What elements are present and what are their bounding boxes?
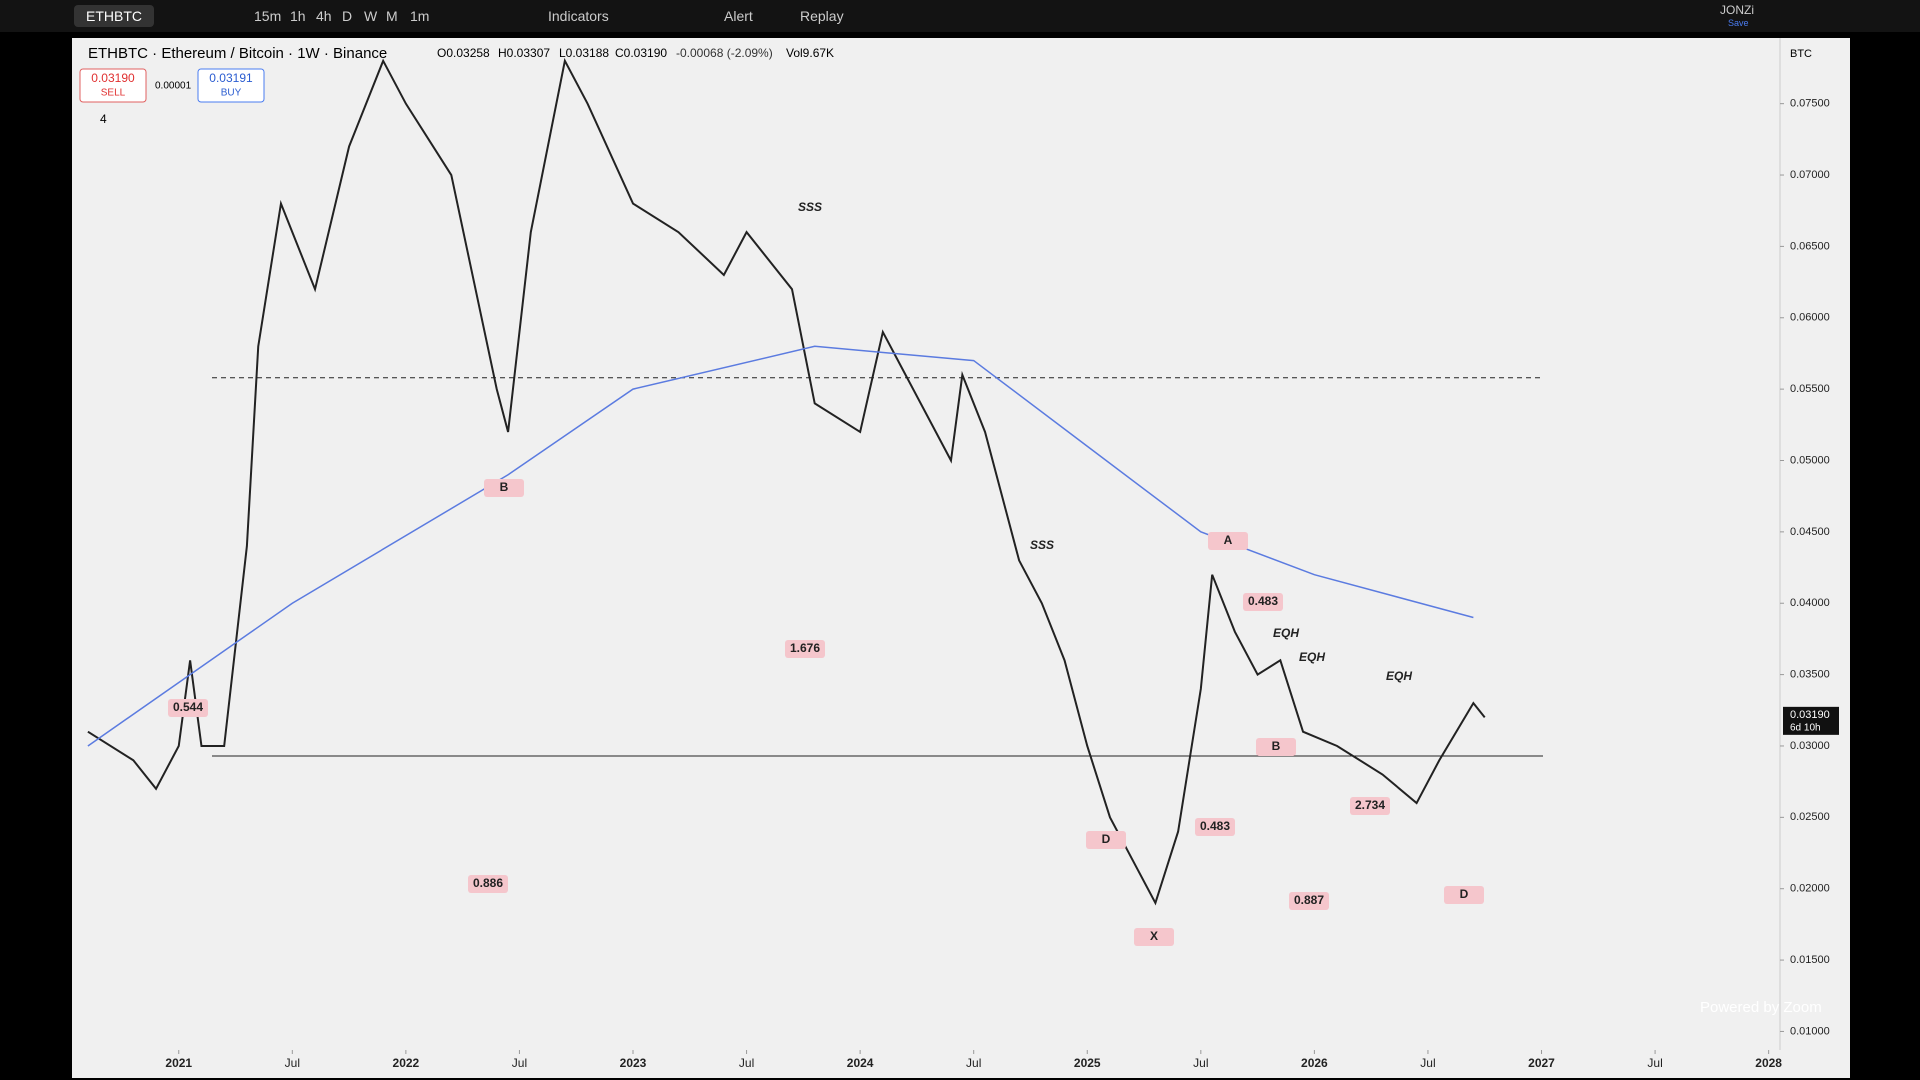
- y-tick-label: 0.04000: [1790, 597, 1830, 609]
- legend-title: ETHBTC · Ethereum / Bitcoin · 1W · Binan…: [88, 45, 387, 62]
- x-tick-label: Jul: [1647, 1056, 1662, 1070]
- last-price-box: [1783, 706, 1839, 735]
- legend-change: -0.00068 (-2.09%): [676, 46, 773, 60]
- legend-open: O0.03258: [437, 46, 490, 60]
- legend-close: C0.03190: [615, 46, 667, 60]
- sell-button[interactable]: [79, 68, 147, 103]
- replay[interactable]: Replay: [800, 8, 844, 24]
- x-tick-label: 2026: [1301, 1056, 1328, 1070]
- x-tick-label: 2021: [165, 1056, 192, 1070]
- symbol[interactable]: ETHBTC: [74, 5, 154, 27]
- annotation: SSS: [1030, 538, 1054, 552]
- y-tick-label: 0.05500: [1790, 383, 1830, 395]
- y-tick-label: 0.02000: [1790, 883, 1830, 895]
- annotation-box: [168, 699, 208, 717]
- interval[interactable]: 1h: [290, 8, 306, 24]
- buy-price[interactable]: 0.03191: [209, 71, 253, 85]
- annotation: D: [1102, 832, 1111, 846]
- annotation-box: [1256, 738, 1296, 756]
- user[interactable]: JONZi: [1720, 3, 1754, 17]
- annotation: 1.676: [790, 641, 820, 655]
- buy-button[interactable]: [197, 68, 265, 103]
- annotation-box: [484, 479, 524, 497]
- annotation-box: [1134, 928, 1174, 946]
- price-line: [87, 57, 1486, 906]
- annotation: B: [500, 480, 509, 494]
- buy-label[interactable]: BUY: [221, 88, 242, 99]
- watermark: Powered by Zoom: [1700, 999, 1822, 1016]
- annotation-box: [1243, 593, 1283, 611]
- annotation-box: [1289, 892, 1329, 910]
- countdown: 6d 10h: [1790, 722, 1821, 733]
- currency[interactable]: BTC: [1790, 48, 1812, 60]
- x-tick-label: Jul: [1420, 1056, 1435, 1070]
- annotation-box: [1444, 886, 1484, 904]
- x-tick-label: 2024: [847, 1056, 874, 1070]
- x-tick-label: 2022: [393, 1056, 420, 1070]
- y-tick-label: 0.04500: [1790, 526, 1830, 538]
- y-tick-label: 0.06000: [1790, 312, 1830, 324]
- annotation: 2.734: [1355, 798, 1385, 812]
- last-price: 0.03190: [1790, 709, 1830, 721]
- x-tick-label: Jul: [1193, 1056, 1208, 1070]
- price-line: [87, 345, 1474, 747]
- legend-low: L0.03188: [559, 46, 609, 60]
- y-tick-label: 0.07000: [1790, 169, 1830, 181]
- annotation: EQH: [1386, 669, 1412, 683]
- collapsed-count[interactable]: 4: [100, 112, 107, 126]
- interval[interactable]: M: [386, 8, 398, 24]
- y-tick-label: 0.05000: [1790, 454, 1830, 466]
- annotation-box: [1195, 818, 1235, 836]
- legend-volume: Vol9.67K: [786, 46, 834, 60]
- x-tick-label: 2027: [1528, 1056, 1555, 1070]
- x-tick-label: Jul: [285, 1056, 300, 1070]
- annotation: EQH: [1273, 626, 1299, 640]
- indicators[interactable]: Indicators: [548, 8, 609, 24]
- annotation-box: [1086, 831, 1126, 849]
- annotation: SSS: [798, 200, 822, 214]
- annotation-box: [468, 875, 508, 893]
- annotation: X: [1150, 929, 1158, 943]
- y-tick-label: 0.01000: [1790, 1025, 1830, 1037]
- annotation-box: [1350, 797, 1390, 815]
- sell-price[interactable]: 0.03190: [91, 71, 135, 85]
- interval[interactable]: 4h: [316, 8, 332, 24]
- x-tick-label: Jul: [739, 1056, 754, 1070]
- y-tick-label: 0.07500: [1790, 98, 1830, 110]
- annotation: 0.483: [1248, 594, 1278, 608]
- y-tick-label: 0.03500: [1790, 669, 1830, 681]
- sell-label[interactable]: SELL: [101, 88, 126, 99]
- annotation: B: [1272, 739, 1281, 753]
- y-tick-label: 0.06500: [1790, 240, 1830, 252]
- annotation: 0.886: [473, 876, 503, 890]
- x-tick-label: 2023: [620, 1056, 647, 1070]
- spread: 0.00001: [155, 81, 192, 92]
- y-tick-label: 0.02500: [1790, 811, 1830, 823]
- annotation: D: [1460, 887, 1469, 901]
- annotation: 0.887: [1294, 893, 1324, 907]
- interval[interactable]: 1m: [410, 8, 430, 24]
- x-tick-label: Jul: [512, 1056, 527, 1070]
- interval[interactable]: W: [364, 8, 378, 24]
- x-tick-label: 2025: [1074, 1056, 1101, 1070]
- toolbar: ETHBTC Indicators Alert Replay JONZi Sav…: [0, 0, 1920, 32]
- alert[interactable]: Alert: [724, 8, 753, 24]
- y-tick-label: 0.01500: [1790, 954, 1830, 966]
- x-tick-label: 2028: [1755, 1056, 1782, 1070]
- annotation: A: [1224, 533, 1233, 547]
- annotation-box: [1208, 532, 1248, 550]
- legend-high: H0.03307: [498, 46, 550, 60]
- save[interactable]: Save: [1728, 18, 1749, 28]
- annotation-box: [785, 640, 825, 658]
- annotation: 0.544: [173, 700, 203, 714]
- x-tick-label: Jul: [966, 1056, 981, 1070]
- interval[interactable]: 15m: [254, 8, 282, 24]
- interval[interactable]: D: [342, 8, 353, 24]
- annotation: EQH: [1299, 650, 1325, 664]
- y-tick-label: 0.03000: [1790, 740, 1830, 752]
- annotation: 0.483: [1200, 819, 1230, 833]
